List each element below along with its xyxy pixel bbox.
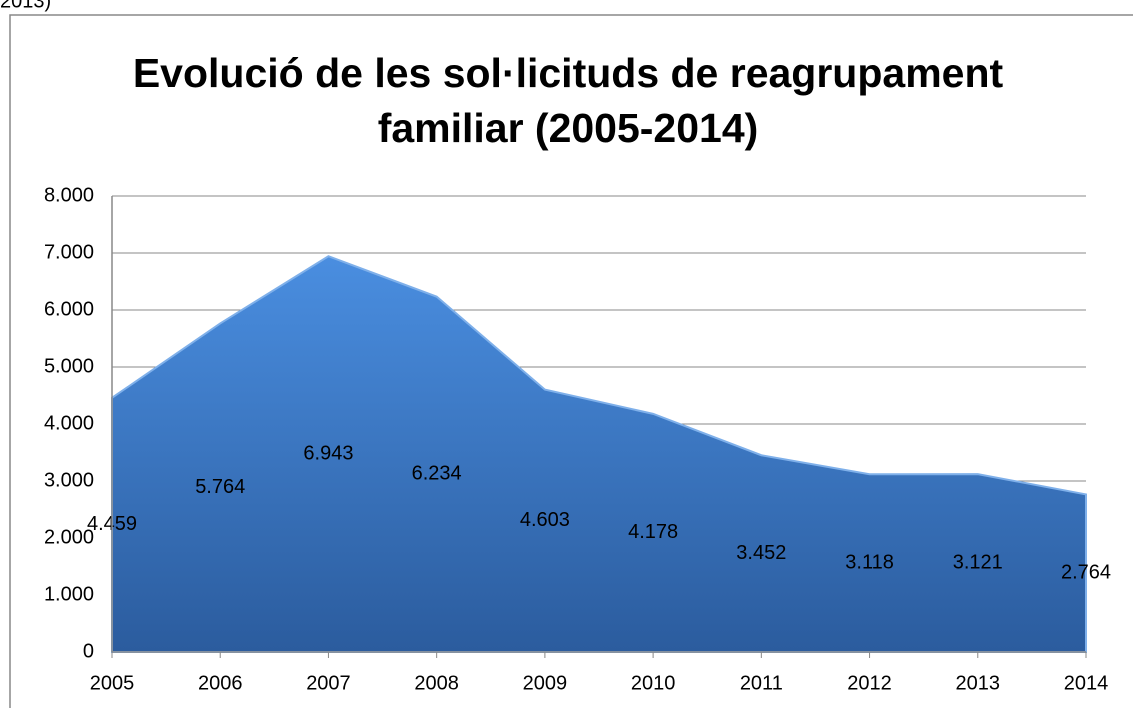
y-tick-label: 5.000 <box>44 355 94 377</box>
x-tick-label: 2014 <box>1064 672 1109 694</box>
x-tick-label: 2006 <box>198 672 243 694</box>
data-label: 4.178 <box>628 521 678 543</box>
data-label: 2.764 <box>1061 562 1111 584</box>
data-label: 3.452 <box>736 542 786 564</box>
chart-frame <box>9 14 1133 708</box>
x-tick-label: 2007 <box>306 672 351 694</box>
data-label: 6.234 <box>412 463 462 485</box>
y-tick-label: 6.000 <box>44 298 94 320</box>
x-tick-label: 2013 <box>956 672 1001 694</box>
y-tick-label: 8.000 <box>44 184 94 206</box>
chart-title: Evolució de les sol·licituds de reagrupa… <box>133 50 1004 96</box>
y-tick-label: 3.000 <box>44 469 94 491</box>
y-tick-label: 4.000 <box>44 412 94 434</box>
data-label: 3.121 <box>953 551 1003 573</box>
page-fragment: 2013) <box>0 0 51 12</box>
data-label: 5.764 <box>195 476 245 498</box>
data-label: 4.603 <box>520 509 570 531</box>
y-tick-label: 2.000 <box>44 526 94 548</box>
x-tick-label: 2005 <box>90 672 135 694</box>
data-label: 6.943 <box>303 442 353 464</box>
x-tick-label: 2008 <box>414 672 459 694</box>
x-tick-label: 2012 <box>847 672 892 694</box>
y-tick-label: 7.000 <box>44 241 94 263</box>
x-tick-label: 2010 <box>631 672 676 694</box>
area <box>111 255 1087 653</box>
y-tick-label: 0 <box>83 640 94 662</box>
x-tick-label: 2011 <box>740 672 783 694</box>
y-tick-label: 1.000 <box>44 583 94 605</box>
data-label: 3.118 <box>845 551 894 573</box>
chart-title: familiar (2005-2014) <box>378 105 759 151</box>
x-tick-label: 2009 <box>523 672 568 694</box>
